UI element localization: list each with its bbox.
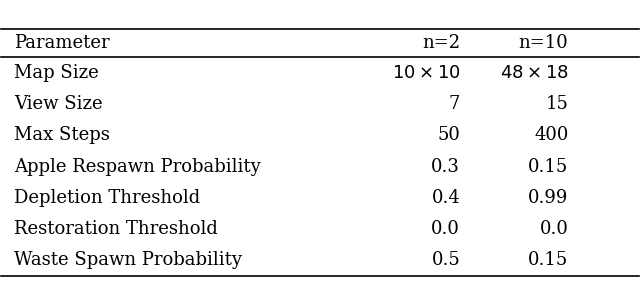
Text: 0.15: 0.15 — [528, 158, 568, 176]
Text: 0.5: 0.5 — [431, 251, 460, 269]
Text: View Size: View Size — [14, 95, 103, 113]
Text: 50: 50 — [437, 127, 460, 145]
Text: Parameter: Parameter — [14, 35, 109, 52]
Text: 0.15: 0.15 — [528, 251, 568, 269]
Text: n=2: n=2 — [422, 35, 460, 52]
Text: 7: 7 — [449, 95, 460, 113]
Text: Map Size: Map Size — [14, 64, 99, 82]
Text: Waste Spawn Probability: Waste Spawn Probability — [14, 251, 242, 269]
Text: 0.99: 0.99 — [528, 189, 568, 207]
Text: 0.4: 0.4 — [431, 189, 460, 207]
Text: Restoration Threshold: Restoration Threshold — [14, 220, 218, 238]
Text: 0.0: 0.0 — [431, 220, 460, 238]
Text: 0.3: 0.3 — [431, 158, 460, 176]
Text: $48 \times 18$: $48 \times 18$ — [500, 64, 568, 82]
Text: $10 \times 10$: $10 \times 10$ — [392, 64, 460, 82]
Text: 0.0: 0.0 — [540, 220, 568, 238]
Text: n=10: n=10 — [519, 35, 568, 52]
Text: Apple Respawn Probability: Apple Respawn Probability — [14, 158, 261, 176]
Text: Depletion Threshold: Depletion Threshold — [14, 189, 200, 207]
Text: 400: 400 — [534, 127, 568, 145]
Text: 15: 15 — [546, 95, 568, 113]
Text: Max Steps: Max Steps — [14, 127, 110, 145]
